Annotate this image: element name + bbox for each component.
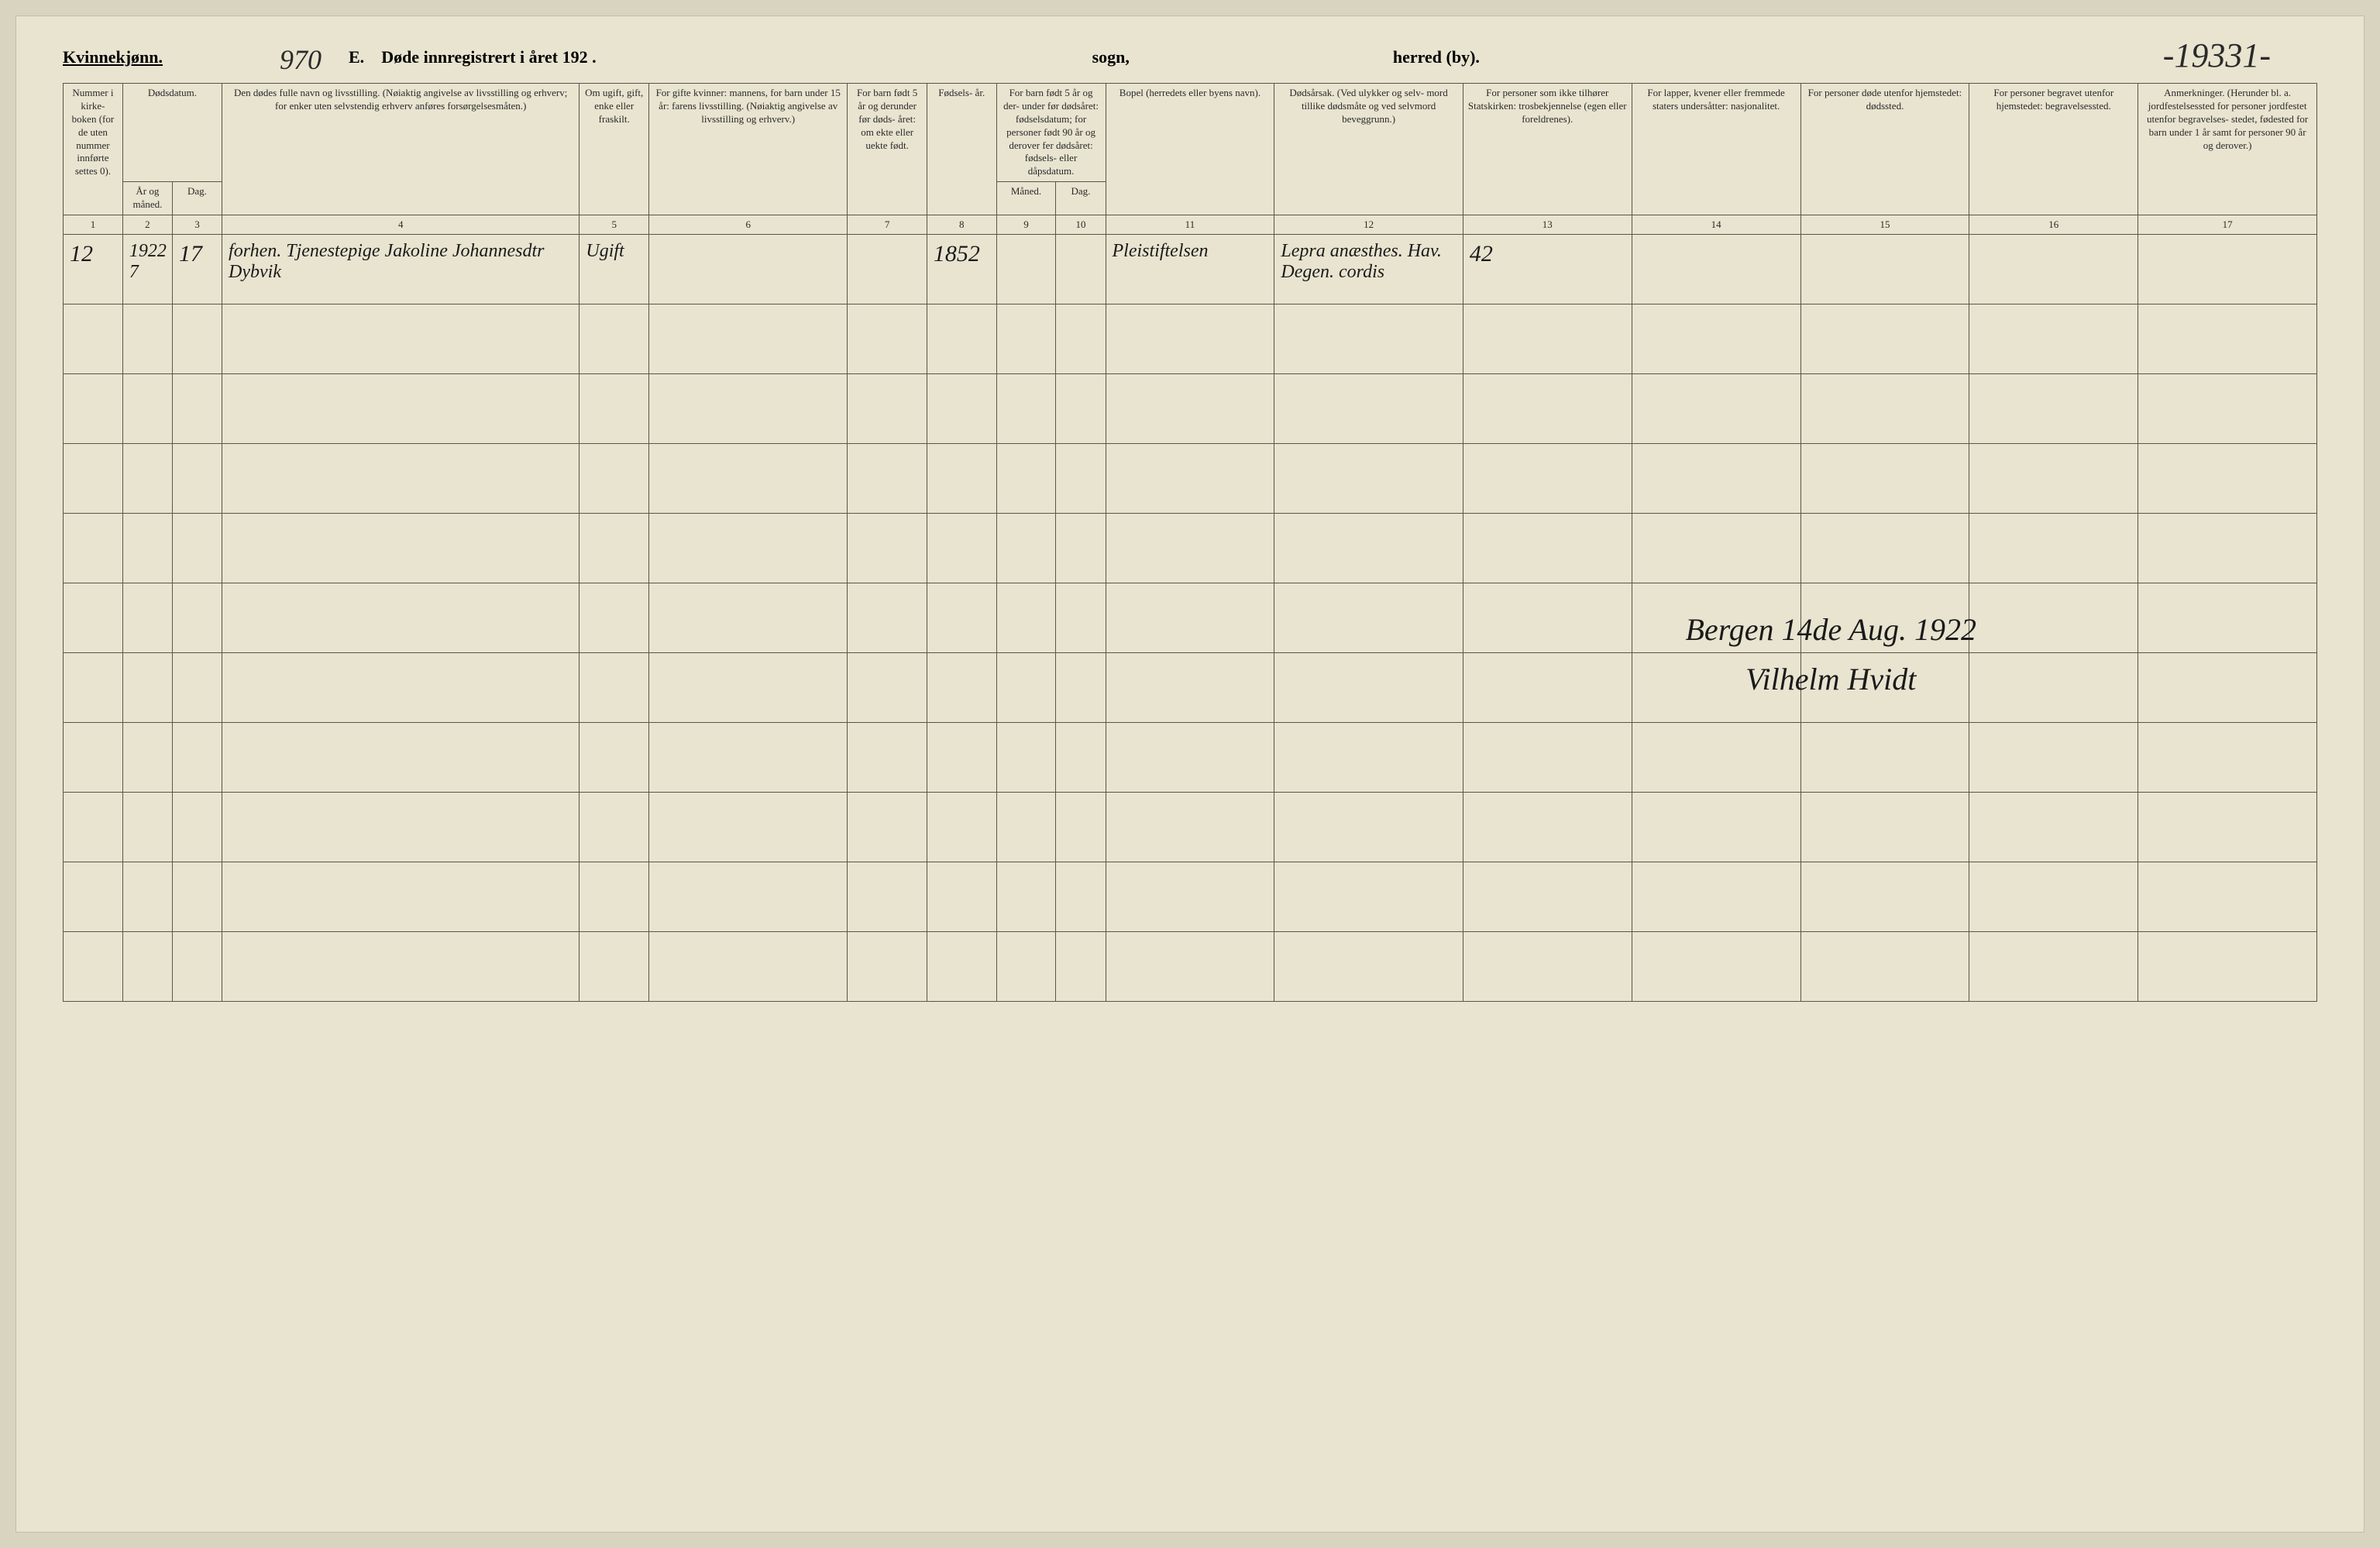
colnum: 3 <box>172 215 222 235</box>
title-main: Døde innregistrert i året 192 <box>381 47 587 67</box>
colnum: 5 <box>580 215 649 235</box>
handwritten-top-right: -19331- <box>2163 36 2271 75</box>
col-header-5: Om ugift, gift, enke eller fraskilt. <box>580 84 649 215</box>
entry-cause: Lepra anæsthes. Hav. Degen. cordis <box>1281 241 1442 282</box>
colnum: 13 <box>1463 215 1632 235</box>
col-header-2: År og måned. <box>122 182 172 215</box>
col-header-2-top: Dødsdatum. <box>122 84 222 182</box>
col-header-7: For barn født 5 år og derunder før døds-… <box>848 84 927 215</box>
herred-label: herred (by). <box>1393 47 1480 67</box>
entry-number: 12 <box>70 241 93 267</box>
column-number-row: 1 2 3 4 5 6 7 8 9 10 11 12 13 14 15 16 1… <box>64 215 2317 235</box>
title-prefix: E. <box>349 47 364 67</box>
page-header: Kvinnekjønn. E. Døde innregistrert i åre… <box>63 47 2317 67</box>
table-body: 12 1922 7 17 forhen. Tjenestepige Jakoli… <box>64 235 2317 1002</box>
table-row <box>64 932 2317 1002</box>
page-title: E. Døde innregistrert i året 192 . <box>349 47 597 67</box>
entry-residence: Pleistiftelsen <box>1113 241 1209 261</box>
colnum: 1 <box>64 215 123 235</box>
col-header-16: For personer begravet utenfor hjemstedet… <box>1969 84 2138 215</box>
col-header-14: For lapper, kvener eller fremmede stater… <box>1632 84 1800 215</box>
colnum: 7 <box>848 215 927 235</box>
col-header-9: Måned. <box>996 182 1056 215</box>
table-row <box>64 723 2317 793</box>
handwritten-top-left: 970 <box>280 43 322 76</box>
col-header-3: Dag. <box>172 182 222 215</box>
table-row <box>64 304 2317 374</box>
col-header-12: Dødsårsak. (Ved ulykker og selv- mord ti… <box>1274 84 1463 215</box>
colnum: 17 <box>2138 215 2317 235</box>
colnum: 15 <box>1800 215 1969 235</box>
colnum: 11 <box>1106 215 1274 235</box>
signature-block: Bergen 14de Aug. 1922 Vilhelm Hvidt <box>1686 605 1977 704</box>
entry-name: forhen. Tjenestepige Jakoline Johannesdt… <box>229 241 544 282</box>
entry-marital: Ugift <box>586 241 624 261</box>
table-row <box>64 653 2317 723</box>
table-row <box>64 583 2317 653</box>
table-row <box>64 444 2317 514</box>
signature-name: Vilhelm Hvidt <box>1686 655 1977 704</box>
table-row <box>64 374 2317 444</box>
colnum: 9 <box>996 215 1056 235</box>
colnum: 8 <box>927 215 996 235</box>
sogn-label: sogn, <box>1092 47 1130 67</box>
table-header: Nummer i kirke- boken (for de uten numme… <box>64 84 2317 235</box>
colnum: 14 <box>1632 215 1800 235</box>
gender-label: Kvinnekjønn. <box>63 47 163 67</box>
table-row <box>64 514 2317 583</box>
table-row <box>64 862 2317 932</box>
signature-place-date: Bergen 14de Aug. 1922 <box>1686 605 1977 655</box>
col-header-10: Dag. <box>1056 182 1106 215</box>
col-header-11: Bopel (herredets eller byens navn). <box>1106 84 1274 215</box>
table-row <box>64 793 2317 862</box>
colnum: 2 <box>122 215 172 235</box>
colnum: 12 <box>1274 215 1463 235</box>
table-row: 12 1922 7 17 forhen. Tjenestepige Jakoli… <box>64 235 2317 304</box>
col-header-6: For gifte kvinner: mannens, for barn und… <box>649 84 848 215</box>
colnum: 10 <box>1056 215 1106 235</box>
col-header-17: Anmerkninger. (Herunder bl. a. jordfeste… <box>2138 84 2317 215</box>
col-header-15: For personer døde utenfor hjemstedet: dø… <box>1800 84 1969 215</box>
colnum: 16 <box>1969 215 2138 235</box>
entry-birth-year: 1852 <box>934 241 980 267</box>
col-header-9-top: For barn født 5 år og der- under før død… <box>996 84 1106 182</box>
col-header-13: For personer som ikke tilhører Statskirk… <box>1463 84 1632 215</box>
col-header-1: Nummer i kirke- boken (for de uten numme… <box>64 84 123 215</box>
entry-col13: 42 <box>1470 241 1493 267</box>
entry-year-month: 1922 7 <box>129 241 167 282</box>
col-header-8: Fødsels- år. <box>927 84 996 215</box>
colnum: 4 <box>222 215 580 235</box>
entry-day: 17 <box>179 241 202 267</box>
ledger-page: 970 -19331- Kvinnekjønn. E. Døde innregi… <box>15 15 2365 1533</box>
title-blank: . <box>592 47 597 67</box>
ledger-table: Nummer i kirke- boken (for de uten numme… <box>63 83 2317 1002</box>
colnum: 6 <box>649 215 848 235</box>
col-header-4: Den dødes fulle navn og livsstilling. (N… <box>222 84 580 215</box>
